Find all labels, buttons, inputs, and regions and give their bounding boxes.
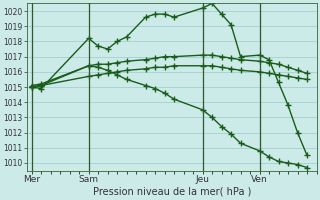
X-axis label: Pression niveau de la mer( hPa ): Pression niveau de la mer( hPa ) xyxy=(92,187,251,197)
